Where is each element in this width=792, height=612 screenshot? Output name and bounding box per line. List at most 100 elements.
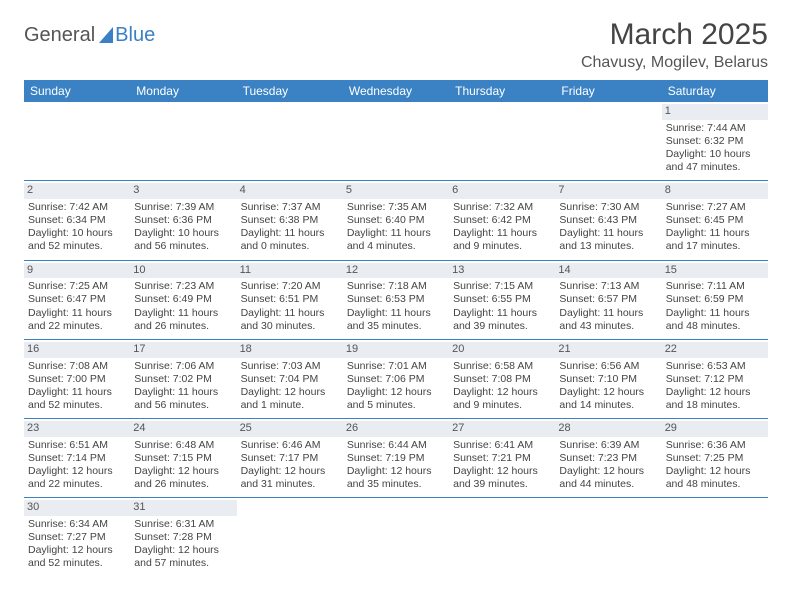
daylight-text: Daylight: 10 hours and 47 minutes. bbox=[666, 148, 764, 174]
sunset-text: Sunset: 7:19 PM bbox=[347, 452, 445, 465]
sunset-text: Sunset: 6:57 PM bbox=[559, 293, 657, 306]
daylight-text: Daylight: 12 hours and 52 minutes. bbox=[28, 544, 126, 570]
sunrise-text: Sunrise: 7:23 AM bbox=[134, 280, 232, 293]
day-number: 1 bbox=[662, 104, 768, 120]
calendar-cell: 8Sunrise: 7:27 AMSunset: 6:45 PMDaylight… bbox=[662, 181, 768, 260]
calendar-cell: 17Sunrise: 7:06 AMSunset: 7:02 PMDayligh… bbox=[130, 339, 236, 418]
day-number: 11 bbox=[237, 263, 343, 279]
sunrise-text: Sunrise: 6:58 AM bbox=[453, 360, 551, 373]
header-wednesday: Wednesday bbox=[343, 80, 449, 102]
calendar-cell: 22Sunrise: 6:53 AMSunset: 7:12 PMDayligh… bbox=[662, 339, 768, 418]
sunset-text: Sunset: 6:38 PM bbox=[241, 214, 339, 227]
sunset-text: Sunset: 7:10 PM bbox=[559, 373, 657, 386]
daylight-text: Daylight: 10 hours and 52 minutes. bbox=[28, 227, 126, 253]
daylight-text: Daylight: 11 hours and 52 minutes. bbox=[28, 386, 126, 412]
header-friday: Friday bbox=[555, 80, 661, 102]
day-number: 22 bbox=[662, 342, 768, 358]
daylight-text: Daylight: 11 hours and 0 minutes. bbox=[241, 227, 339, 253]
month-title: March 2025 bbox=[581, 18, 768, 52]
sunrise-text: Sunrise: 7:08 AM bbox=[28, 360, 126, 373]
sunrise-text: Sunrise: 6:48 AM bbox=[134, 439, 232, 452]
daylight-text: Daylight: 11 hours and 22 minutes. bbox=[28, 307, 126, 333]
sunrise-text: Sunrise: 7:25 AM bbox=[28, 280, 126, 293]
day-number: 26 bbox=[343, 421, 449, 437]
sunset-text: Sunset: 7:12 PM bbox=[666, 373, 764, 386]
calendar-cell: 24 Sunrise: 6:48 AMSunset: 7:15 PMDayligh… bbox=[130, 419, 236, 498]
day-number: 7 bbox=[555, 183, 661, 199]
sunrise-text: Sunrise: 7:32 AM bbox=[453, 201, 551, 214]
logo: General Blue bbox=[24, 24, 155, 47]
daylight-text: Daylight: 12 hours and 26 minutes. bbox=[134, 465, 232, 491]
daylight-text: Daylight: 12 hours and 18 minutes. bbox=[666, 386, 764, 412]
day-number: 23 bbox=[24, 421, 130, 437]
calendar-cell: 21Sunrise: 6:56 AMSunset: 7:10 PMDayligh… bbox=[555, 339, 661, 418]
sunset-text: Sunset: 7:15 PM bbox=[134, 452, 232, 465]
sunset-text: Sunset: 6:34 PM bbox=[28, 214, 126, 227]
header-monday: Monday bbox=[130, 80, 236, 102]
sunset-text: Sunset: 6:53 PM bbox=[347, 293, 445, 306]
daylight-text: Daylight: 12 hours and 57 minutes. bbox=[134, 544, 232, 570]
daylight-text: Daylight: 10 hours and 56 minutes. bbox=[134, 227, 232, 253]
day-number: 24 bbox=[130, 421, 236, 437]
sunrise-text: Sunrise: 7:11 AM bbox=[666, 280, 764, 293]
day-number: 4 bbox=[237, 183, 343, 199]
sunrise-text: Sunrise: 7:20 AM bbox=[241, 280, 339, 293]
daylight-text: Daylight: 11 hours and 56 minutes. bbox=[134, 386, 232, 412]
day-number: 18 bbox=[237, 342, 343, 358]
calendar-cell: . bbox=[662, 498, 768, 577]
calendar-week-row: 16Sunrise: 7:08 AMSunset: 7:00 PMDayligh… bbox=[24, 339, 768, 418]
sunrise-text: Sunrise: 6:46 AM bbox=[241, 439, 339, 452]
calendar-cell: 29Sunrise: 6:36 AMSunset: 7:25 PMDayligh… bbox=[662, 419, 768, 498]
calendar-cell: 15Sunrise: 7:11 AMSunset: 6:59 PMDayligh… bbox=[662, 260, 768, 339]
daylight-text: Daylight: 11 hours and 30 minutes. bbox=[241, 307, 339, 333]
page-header: General Blue March 2025 Chavusy, Mogilev… bbox=[24, 18, 768, 72]
daylight-text: Daylight: 11 hours and 26 minutes. bbox=[134, 307, 232, 333]
day-number: 16 bbox=[24, 342, 130, 358]
day-number: 6 bbox=[449, 183, 555, 199]
calendar-cell: . bbox=[237, 102, 343, 181]
day-number: 20 bbox=[449, 342, 555, 358]
calendar-cell: 30Sunrise: 6:34 AMSunset: 7:27 PMDayligh… bbox=[24, 498, 130, 577]
location-text: Chavusy, Mogilev, Belarus bbox=[581, 54, 768, 72]
sunset-text: Sunset: 6:32 PM bbox=[666, 135, 764, 148]
daylight-text: Daylight: 12 hours and 44 minutes. bbox=[559, 465, 657, 491]
daylight-text: Daylight: 11 hours and 35 minutes. bbox=[347, 307, 445, 333]
sunset-text: Sunset: 7:27 PM bbox=[28, 531, 126, 544]
calendar-week-row: 9Sunrise: 7:25 AMSunset: 6:47 PMDaylight… bbox=[24, 260, 768, 339]
day-number: 17 bbox=[130, 342, 236, 358]
sunset-text: Sunset: 7:23 PM bbox=[559, 452, 657, 465]
daylight-text: Daylight: 11 hours and 4 minutes. bbox=[347, 227, 445, 253]
sunrise-text: Sunrise: 7:42 AM bbox=[28, 201, 126, 214]
sunrise-text: Sunrise: 6:51 AM bbox=[28, 439, 126, 452]
day-number: 21 bbox=[555, 342, 661, 358]
sunrise-text: Sunrise: 6:31 AM bbox=[134, 518, 232, 531]
calendar-cell: 14Sunrise: 7:13 AMSunset: 6:57 PMDayligh… bbox=[555, 260, 661, 339]
sunrise-text: Sunrise: 6:39 AM bbox=[559, 439, 657, 452]
sunset-text: Sunset: 7:08 PM bbox=[453, 373, 551, 386]
sunrise-text: Sunrise: 7:13 AM bbox=[559, 280, 657, 293]
sunrise-text: Sunrise: 7:18 AM bbox=[347, 280, 445, 293]
sunset-text: Sunset: 6:59 PM bbox=[666, 293, 764, 306]
calendar-cell: 31Sunrise: 6:31 AMSunset: 7:28 PMDayligh… bbox=[130, 498, 236, 577]
sunset-text: Sunset: 6:40 PM bbox=[347, 214, 445, 227]
calendar-table: Sunday Monday Tuesday Wednesday Thursday… bbox=[24, 80, 768, 577]
day-number: 14 bbox=[555, 263, 661, 279]
daylight-text: Daylight: 12 hours and 35 minutes. bbox=[347, 465, 445, 491]
sunset-text: Sunset: 7:17 PM bbox=[241, 452, 339, 465]
header-sunday: Sunday bbox=[24, 80, 130, 102]
daylight-text: Daylight: 11 hours and 17 minutes. bbox=[666, 227, 764, 253]
daylight-text: Daylight: 12 hours and 48 minutes. bbox=[666, 465, 764, 491]
sunrise-text: Sunrise: 7:44 AM bbox=[666, 122, 764, 135]
calendar-cell: 10Sunrise: 7:23 AMSunset: 6:49 PMDayligh… bbox=[130, 260, 236, 339]
daylight-text: Daylight: 12 hours and 14 minutes. bbox=[559, 386, 657, 412]
sunrise-text: Sunrise: 7:01 AM bbox=[347, 360, 445, 373]
day-number: 31 bbox=[130, 500, 236, 516]
title-block: March 2025 Chavusy, Mogilev, Belarus bbox=[581, 18, 768, 72]
daylight-text: Daylight: 11 hours and 13 minutes. bbox=[559, 227, 657, 253]
calendar-cell: 4Sunrise: 7:37 AMSunset: 6:38 PMDaylight… bbox=[237, 181, 343, 260]
sunset-text: Sunset: 6:51 PM bbox=[241, 293, 339, 306]
calendar-cell: . bbox=[130, 102, 236, 181]
calendar-cell: . bbox=[237, 498, 343, 577]
sunset-text: Sunset: 6:47 PM bbox=[28, 293, 126, 306]
day-number: 27 bbox=[449, 421, 555, 437]
